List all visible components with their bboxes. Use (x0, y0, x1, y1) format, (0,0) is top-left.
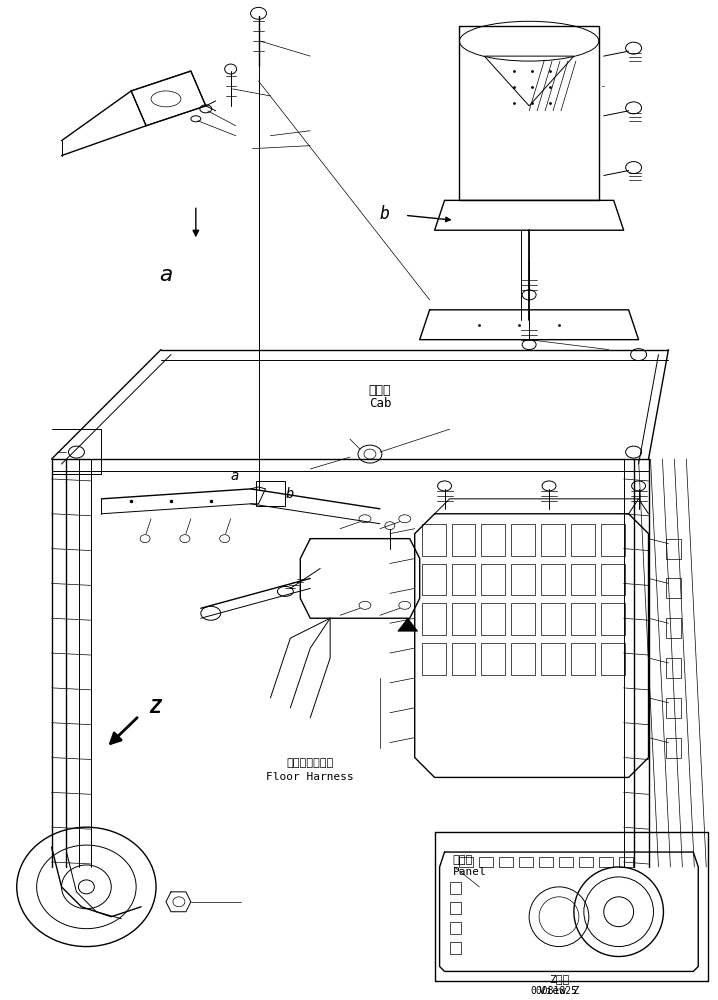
Text: a: a (230, 469, 239, 483)
Text: 00081825: 00081825 (531, 986, 577, 996)
Bar (519, 857, 533, 867)
Bar (511, 524, 535, 556)
Text: フロアハーネス: フロアハーネス (286, 758, 334, 768)
Bar (449, 942, 462, 954)
Bar (541, 564, 565, 595)
Bar (666, 539, 681, 559)
Bar (541, 643, 565, 675)
Bar (481, 603, 505, 635)
Text: Z: Z (149, 698, 161, 717)
Bar (511, 564, 535, 595)
Bar (449, 922, 462, 934)
Bar (452, 643, 475, 675)
Bar (480, 857, 493, 867)
Bar (666, 738, 681, 758)
Bar (666, 698, 681, 718)
Text: b: b (380, 205, 390, 223)
Bar (481, 524, 505, 556)
Text: Floor Harness: Floor Harness (266, 772, 354, 782)
Bar (571, 643, 595, 675)
Bar (499, 857, 513, 867)
Bar (421, 643, 446, 675)
Bar (571, 524, 595, 556)
Bar (452, 524, 475, 556)
Text: パネル: パネル (452, 855, 472, 865)
Bar (452, 603, 475, 635)
Bar (539, 857, 553, 867)
Bar (559, 857, 573, 867)
Bar (666, 578, 681, 598)
Bar (421, 603, 446, 635)
Bar (619, 857, 633, 867)
Bar (601, 524, 625, 556)
Bar (599, 857, 612, 867)
Bar (460, 857, 473, 867)
Text: Panel: Panel (452, 867, 486, 877)
Bar (511, 643, 535, 675)
Bar (601, 603, 625, 635)
Bar (601, 643, 625, 675)
Text: Z　視: Z 視 (549, 974, 569, 984)
Bar (579, 857, 593, 867)
Bar (256, 481, 285, 506)
Bar (460, 26, 599, 200)
Text: a: a (159, 265, 172, 285)
Bar (421, 524, 446, 556)
Bar (449, 902, 462, 914)
Bar (481, 643, 505, 675)
Bar (666, 618, 681, 638)
Bar (601, 564, 625, 595)
Bar (511, 603, 535, 635)
Bar (571, 603, 595, 635)
Bar (421, 564, 446, 595)
Bar (481, 564, 505, 595)
Text: b: b (285, 487, 294, 501)
Text: キャブ: キャブ (368, 384, 391, 397)
Bar (541, 603, 565, 635)
Text: View Z: View Z (538, 986, 579, 996)
Polygon shape (398, 618, 418, 631)
Bar (666, 658, 681, 678)
Text: Cab: Cab (368, 397, 391, 410)
Bar (449, 882, 462, 894)
Bar (452, 564, 475, 595)
Bar (571, 564, 595, 595)
Bar (541, 524, 565, 556)
